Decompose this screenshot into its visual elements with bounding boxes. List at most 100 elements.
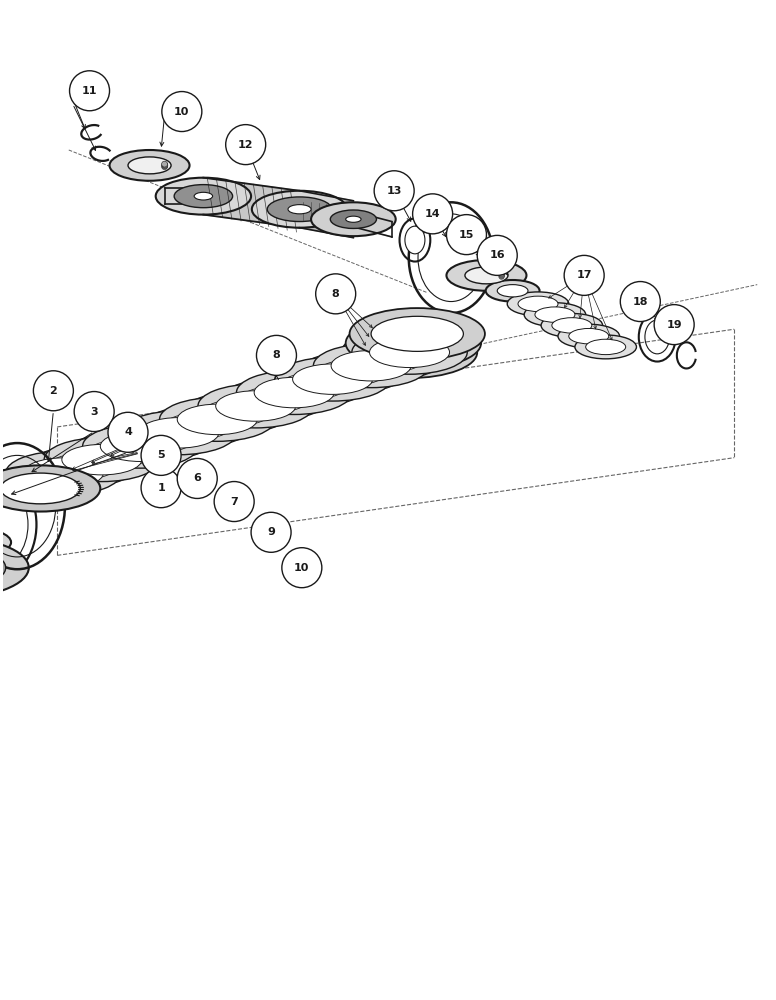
Polygon shape — [353, 227, 392, 237]
Text: 5: 5 — [158, 450, 165, 460]
Ellipse shape — [23, 458, 103, 488]
Ellipse shape — [293, 364, 372, 394]
Ellipse shape — [139, 418, 219, 448]
Circle shape — [162, 163, 168, 169]
Ellipse shape — [558, 324, 619, 348]
Circle shape — [499, 274, 504, 279]
Text: 3: 3 — [90, 407, 98, 417]
Ellipse shape — [356, 346, 424, 372]
Ellipse shape — [518, 296, 558, 312]
Circle shape — [70, 71, 109, 111]
Text: 19: 19 — [667, 320, 682, 330]
Circle shape — [316, 274, 355, 314]
Ellipse shape — [82, 424, 198, 468]
Polygon shape — [300, 191, 353, 238]
Ellipse shape — [552, 318, 592, 333]
Circle shape — [564, 255, 605, 295]
Circle shape — [251, 512, 291, 552]
Ellipse shape — [177, 404, 257, 435]
Text: 1: 1 — [158, 483, 165, 493]
Ellipse shape — [68, 433, 175, 473]
Circle shape — [477, 235, 518, 275]
Ellipse shape — [508, 292, 569, 316]
Ellipse shape — [100, 431, 180, 461]
Text: 14: 14 — [424, 209, 441, 219]
Text: 17: 17 — [577, 270, 592, 280]
Ellipse shape — [0, 473, 80, 504]
Text: 8: 8 — [332, 289, 340, 299]
Ellipse shape — [318, 360, 386, 385]
Ellipse shape — [267, 197, 332, 222]
Ellipse shape — [237, 371, 352, 414]
Circle shape — [74, 392, 114, 432]
Circle shape — [162, 92, 202, 132]
Ellipse shape — [29, 446, 137, 487]
Ellipse shape — [349, 308, 485, 360]
Ellipse shape — [106, 419, 213, 460]
Circle shape — [282, 548, 322, 588]
Ellipse shape — [221, 379, 329, 420]
Circle shape — [256, 335, 296, 375]
Circle shape — [141, 435, 181, 475]
Ellipse shape — [486, 280, 539, 302]
Ellipse shape — [311, 202, 396, 236]
Ellipse shape — [174, 185, 233, 208]
Text: 15: 15 — [459, 230, 474, 240]
Ellipse shape — [371, 316, 463, 351]
Ellipse shape — [198, 384, 314, 428]
Polygon shape — [203, 178, 300, 228]
Ellipse shape — [352, 330, 467, 374]
Text: 10: 10 — [294, 563, 310, 573]
Ellipse shape — [279, 373, 347, 399]
Ellipse shape — [524, 303, 586, 327]
Ellipse shape — [203, 400, 270, 426]
Ellipse shape — [541, 313, 603, 337]
Ellipse shape — [0, 537, 29, 598]
Ellipse shape — [586, 339, 625, 355]
Text: 4: 4 — [124, 427, 132, 437]
Circle shape — [499, 273, 504, 279]
Ellipse shape — [575, 335, 636, 359]
Text: 8: 8 — [272, 350, 280, 360]
Text: 10: 10 — [174, 107, 189, 117]
Text: 18: 18 — [632, 297, 648, 307]
Ellipse shape — [314, 344, 429, 388]
Ellipse shape — [331, 350, 411, 381]
Circle shape — [620, 282, 660, 322]
Text: 13: 13 — [386, 186, 402, 196]
Ellipse shape — [194, 192, 213, 200]
Text: 12: 12 — [238, 140, 254, 150]
Circle shape — [33, 371, 74, 411]
Ellipse shape — [298, 352, 406, 393]
Text: 9: 9 — [267, 527, 275, 537]
Text: 11: 11 — [81, 86, 97, 96]
Text: 2: 2 — [50, 386, 57, 396]
Circle shape — [226, 125, 265, 165]
Ellipse shape — [0, 528, 11, 557]
Ellipse shape — [400, 218, 431, 262]
Ellipse shape — [0, 546, 5, 590]
Circle shape — [161, 164, 168, 170]
Circle shape — [177, 458, 217, 498]
Text: 16: 16 — [490, 250, 505, 260]
Ellipse shape — [337, 339, 444, 379]
Ellipse shape — [160, 397, 275, 441]
Ellipse shape — [216, 391, 296, 421]
Ellipse shape — [331, 210, 376, 228]
Ellipse shape — [5, 451, 121, 495]
Ellipse shape — [342, 327, 477, 378]
Ellipse shape — [0, 465, 100, 512]
Circle shape — [499, 272, 504, 278]
Circle shape — [446, 215, 487, 255]
Text: 6: 6 — [193, 473, 201, 483]
Ellipse shape — [569, 328, 608, 344]
Ellipse shape — [446, 260, 526, 291]
Ellipse shape — [255, 377, 334, 408]
Ellipse shape — [288, 205, 311, 214]
Ellipse shape — [363, 335, 456, 370]
Ellipse shape — [241, 386, 309, 412]
Circle shape — [214, 482, 255, 522]
Ellipse shape — [465, 267, 508, 284]
Circle shape — [499, 271, 504, 277]
Ellipse shape — [367, 326, 459, 361]
